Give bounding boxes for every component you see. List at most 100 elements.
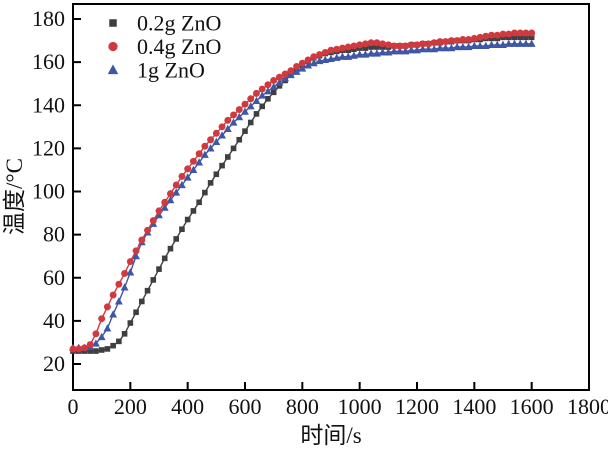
- series-0-4g-zno-marker: [356, 41, 364, 49]
- series-0-2g-zno-marker: [242, 128, 248, 134]
- series-1g-zno-marker: [315, 56, 324, 65]
- series-0-4g-zno-marker: [361, 40, 369, 48]
- legend-label: 0.4g ZnO: [137, 34, 221, 59]
- series-0-4g-zno-marker: [499, 30, 507, 38]
- series-0-4g-zno-marker: [350, 42, 358, 50]
- series-1g-zno-marker: [264, 87, 272, 95]
- series-1g-zno-marker: [321, 55, 330, 64]
- series-1g-zno-marker: [298, 64, 307, 72]
- series-0-2g-zno-marker: [265, 95, 271, 102]
- series-1g-zno-marker: [183, 173, 192, 181]
- series-0-4g-zno-marker: [138, 236, 146, 244]
- series-0-4g-zno-marker: [264, 81, 272, 89]
- series-1g-zno-marker: [510, 39, 519, 47]
- series-1g-zno-marker: [189, 165, 198, 174]
- series-1g-zno-marker: [327, 54, 335, 62]
- series-1g-zno-marker: [114, 297, 123, 305]
- series-1g-zno-marker: [424, 44, 433, 53]
- series-1g-zno-marker: [241, 107, 249, 115]
- series-1g-zno-marker: [527, 39, 536, 47]
- series-0-2g-zno-marker: [517, 34, 523, 41]
- series-0-4g-zno-marker: [367, 39, 375, 47]
- series-0-4g-zno-marker: [178, 172, 186, 180]
- series-1g-zno-marker: [132, 251, 140, 260]
- series-0-2g-zno-marker: [156, 266, 162, 272]
- series-0-2g-zno-marker: [167, 245, 174, 252]
- series-0-4g-zno-marker: [430, 39, 438, 47]
- series-1g-zno-marker: [229, 118, 238, 126]
- series-0-2g-zno-marker: [202, 189, 208, 196]
- x-axis-tick-label: 1400: [452, 394, 496, 419]
- series-1g-zno-marker: [235, 112, 244, 121]
- series-1g-zno-marker: [361, 50, 370, 58]
- series-1g-zno-marker: [395, 47, 404, 55]
- series-0-2g-zno-marker: [104, 346, 111, 352]
- series-0-4g-zno-marker: [161, 198, 169, 206]
- series-0-4g-zno-marker: [476, 33, 484, 41]
- series-1g-zno-marker: [338, 52, 347, 60]
- series-1g-zno-marker: [206, 144, 215, 152]
- series-0-4g-zno-marker: [510, 29, 518, 37]
- series-1g-zno-marker: [504, 39, 513, 47]
- series-0-2g-zno-marker: [196, 199, 202, 206]
- series-0-4g-zno-marker: [436, 38, 444, 46]
- series-0-4g-zno-marker: [109, 291, 117, 299]
- series-0-4g-zno-marker: [201, 142, 209, 150]
- series-0-2g-zno-marker: [161, 255, 168, 262]
- legend-label: 1g ZnO: [137, 58, 205, 83]
- series-1g-zno-marker: [97, 332, 106, 341]
- series-0-2g-zno-marker: [139, 298, 145, 305]
- triangle-legend-marker-icon: [107, 64, 119, 75]
- series-1g-zno-marker: [195, 158, 204, 166]
- series-1g-zno-marker: [304, 61, 312, 69]
- series-0-4g-zno-marker: [373, 39, 381, 47]
- series-0-4g-zno-marker: [522, 29, 530, 37]
- series-0-4g-zno-marker: [98, 315, 106, 323]
- series-0-4g-zno-marker: [465, 36, 473, 43]
- series-1g-zno-marker: [390, 47, 398, 55]
- series-0-4g-zno-marker: [189, 157, 197, 165]
- series-1g-zno-marker: [487, 40, 496, 48]
- series-0-2g-zno-marker: [259, 103, 265, 110]
- series-1g-zno-marker: [281, 74, 290, 82]
- x-axis-tick-label: 400: [171, 394, 204, 419]
- series-1g-zno-marker: [367, 49, 376, 57]
- series-0-2g-zno-marker: [374, 44, 380, 50]
- series-0-2g-zno-marker: [173, 236, 179, 242]
- series-0-2g-zno-marker: [236, 136, 243, 143]
- y-axis-tick-label: 120: [32, 135, 65, 160]
- series-0-2g-zno-marker: [127, 320, 134, 326]
- series-0-4g-zno-marker: [470, 34, 478, 42]
- y-axis-tick-label: 100: [32, 179, 65, 204]
- series-0-4g-zno-marker: [488, 31, 496, 39]
- series-1g-zno-marker: [372, 49, 381, 57]
- series-0-4g-zno-marker: [69, 345, 77, 353]
- series-0-2g-zno-marker: [150, 277, 157, 283]
- x-axis-tick-label: 200: [114, 394, 147, 419]
- series-0-2g-zno-marker: [247, 119, 254, 126]
- series-1g-zno-marker: [355, 50, 364, 58]
- y-axis-tick-label: 140: [32, 92, 65, 117]
- series-0-2g-zno-marker: [121, 331, 128, 337]
- series-0-4g-zno-marker: [80, 344, 88, 352]
- series-1g-zno-marker: [126, 268, 135, 276]
- series-0-4g-zno-marker: [379, 40, 387, 48]
- series-1g-zno-marker: [481, 41, 490, 50]
- series-0-2g-zno-marker: [253, 111, 260, 117]
- series-0-4g-zno-marker: [384, 41, 392, 49]
- series-0-4g-zno-marker: [281, 70, 289, 78]
- series-0-4g-zno-marker: [424, 40, 432, 48]
- series-0-4g-zno-marker: [172, 181, 180, 189]
- series-1g-zno-marker: [522, 39, 530, 47]
- x-axis-tick-label: 1800: [567, 394, 608, 419]
- series-0-2g-zno-marker: [133, 309, 139, 316]
- series-0-4g-zno-marker: [252, 89, 260, 97]
- series-1g-zno-marker: [413, 46, 421, 54]
- series-0-2g-zno-marker: [276, 83, 283, 89]
- series-1g-zno-marker: [292, 67, 301, 75]
- series-0-4g-zno-marker: [149, 217, 157, 225]
- x-axis-tick-label: 800: [286, 394, 319, 419]
- series-0-4g-zno-marker: [298, 59, 306, 67]
- series-0-2g-zno-marker: [116, 338, 122, 345]
- series-1g-zno-marker: [103, 324, 112, 332]
